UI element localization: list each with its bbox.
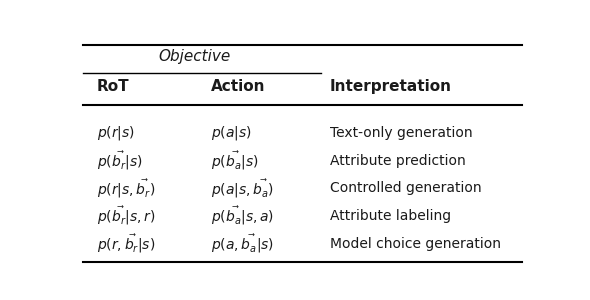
Text: $p(a|s,\vec{b_a})$: $p(a|s,\vec{b_a})$ (211, 177, 274, 200)
Text: Text-only generation: Text-only generation (330, 126, 473, 140)
Text: Attribute labeling: Attribute labeling (330, 209, 451, 223)
Text: $p(r,\vec{b_r}|s)$: $p(r,\vec{b_r}|s)$ (97, 232, 155, 255)
Text: Controlled generation: Controlled generation (330, 182, 481, 196)
Text: Objective: Objective (159, 49, 231, 64)
Text: $p(\vec{b_a}|s)$: $p(\vec{b_a}|s)$ (211, 149, 258, 172)
Text: $p(r|s)$: $p(r|s)$ (97, 124, 135, 142)
Text: $p(r|s,\vec{b_r})$: $p(r|s,\vec{b_r})$ (97, 177, 155, 200)
Text: $p(\vec{b_r}|s)$: $p(\vec{b_r}|s)$ (97, 149, 142, 172)
Text: Action: Action (211, 79, 266, 94)
Text: $p(\vec{b_a}|s,a)$: $p(\vec{b_a}|s,a)$ (211, 205, 274, 227)
Text: $p(a,\vec{b_a}|s)$: $p(a,\vec{b_a}|s)$ (211, 232, 274, 255)
Text: Attribute prediction: Attribute prediction (330, 154, 466, 168)
Text: Interpretation: Interpretation (330, 79, 452, 94)
Text: Model choice generation: Model choice generation (330, 237, 501, 251)
Text: $p(\vec{b_r}|s,r)$: $p(\vec{b_r}|s,r)$ (97, 205, 155, 227)
Text: $p(a|s)$: $p(a|s)$ (211, 124, 252, 142)
Text: RoT: RoT (97, 79, 129, 94)
